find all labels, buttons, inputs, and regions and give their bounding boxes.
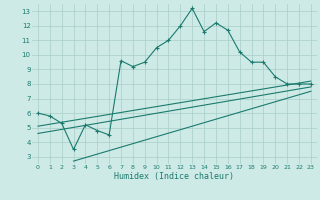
X-axis label: Humidex (Indice chaleur): Humidex (Indice chaleur) [115, 172, 234, 181]
